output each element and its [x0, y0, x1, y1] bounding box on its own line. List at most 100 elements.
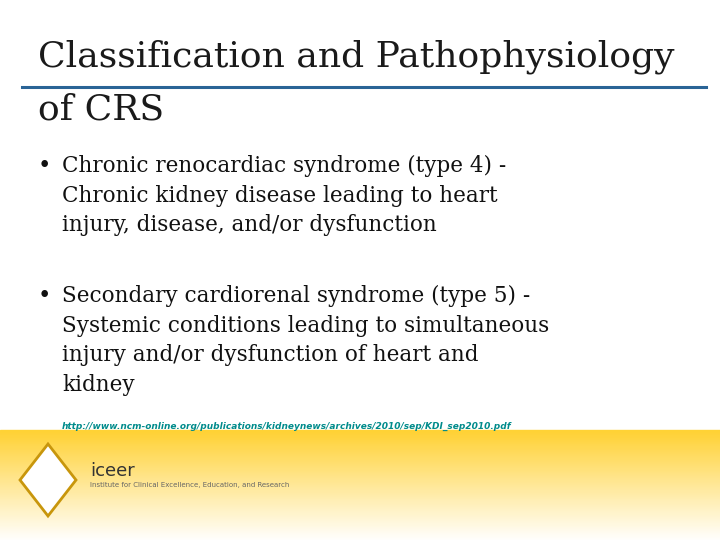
Text: •: • [38, 285, 51, 307]
Bar [0, 521, 720, 522]
Bar [0, 439, 720, 440]
Bar [0, 510, 720, 511]
Bar [0, 524, 720, 526]
Bar [0, 463, 720, 464]
Bar [0, 483, 720, 484]
Bar [0, 504, 720, 505]
Bar [0, 530, 720, 531]
Bar [0, 519, 720, 520]
Bar [0, 440, 720, 441]
Bar [0, 490, 720, 491]
Bar [0, 531, 720, 532]
Bar [0, 500, 720, 501]
Text: Secondary cardiorenal syndrome (type 5) -
Systemic conditions leading to simulta: Secondary cardiorenal syndrome (type 5) … [62, 285, 549, 396]
Bar [0, 514, 720, 515]
Bar [0, 468, 720, 469]
Bar [0, 442, 720, 443]
Bar [0, 449, 720, 450]
Bar [0, 435, 720, 437]
Bar [0, 438, 720, 439]
Text: •: • [38, 155, 51, 177]
Bar [0, 451, 720, 452]
Bar [0, 489, 720, 490]
Bar [0, 450, 720, 451]
Bar [0, 460, 720, 461]
Bar [0, 456, 720, 457]
Bar [0, 487, 720, 488]
Bar [0, 515, 720, 516]
Bar [0, 447, 720, 448]
Bar [0, 452, 720, 453]
Bar [0, 432, 720, 433]
Bar [0, 494, 720, 495]
Bar [0, 506, 720, 507]
Bar [0, 518, 720, 519]
Bar [0, 534, 720, 535]
Bar [0, 523, 720, 524]
Bar [0, 433, 720, 434]
Bar [0, 441, 720, 442]
Bar [0, 461, 720, 462]
Bar [0, 532, 720, 534]
Bar [0, 516, 720, 517]
Bar [0, 444, 720, 445]
Bar [0, 474, 720, 475]
Bar [0, 538, 720, 539]
Bar [0, 455, 720, 456]
Bar [0, 453, 720, 454]
Bar [0, 505, 720, 506]
Bar [0, 484, 720, 485]
Bar [0, 469, 720, 470]
Bar [0, 503, 720, 504]
Bar [0, 471, 720, 472]
Bar [0, 495, 720, 496]
Bar [0, 539, 720, 540]
Bar [0, 507, 720, 508]
Bar [0, 529, 720, 530]
Bar [0, 431, 720, 432]
Bar [0, 437, 720, 438]
Bar [0, 458, 720, 460]
Text: Classification and Pathophysiology: Classification and Pathophysiology [38, 40, 675, 75]
Bar [0, 434, 720, 435]
Bar [0, 535, 720, 536]
Bar [0, 457, 720, 458]
Bar [0, 520, 720, 521]
Bar [0, 486, 720, 487]
Bar [0, 480, 720, 481]
Bar [0, 482, 720, 483]
Bar [0, 526, 720, 527]
Bar [0, 501, 720, 502]
Bar [0, 470, 720, 471]
Bar [0, 443, 720, 444]
Bar [0, 476, 720, 477]
Bar [0, 467, 720, 468]
Bar [0, 528, 720, 529]
Bar [0, 465, 720, 467]
Bar [0, 527, 720, 528]
Bar [0, 478, 720, 480]
Bar [0, 454, 720, 455]
Bar [0, 472, 720, 473]
Bar [0, 537, 720, 538]
Bar [0, 496, 720, 497]
Bar [0, 497, 720, 498]
Bar [0, 509, 720, 510]
Bar [0, 508, 720, 509]
Text: Institute for Clinical Excellence, Education, and Research: Institute for Clinical Excellence, Educa… [90, 482, 289, 488]
Bar [0, 492, 720, 494]
Bar [0, 473, 720, 474]
Bar [0, 481, 720, 482]
Bar [0, 464, 720, 465]
Polygon shape [20, 444, 76, 516]
Bar [0, 448, 720, 449]
Bar [0, 536, 720, 537]
Bar [0, 475, 720, 476]
Bar [0, 485, 720, 486]
Text: iceer: iceer [90, 462, 135, 480]
Bar [0, 462, 720, 463]
Bar [0, 498, 720, 500]
Bar [0, 522, 720, 523]
Text: http://www.ncm-online.org/publications/kidneynews/archives/2010/sep/KDI_sep2010.: http://www.ncm-online.org/publications/k… [62, 422, 512, 431]
Bar [0, 512, 720, 514]
